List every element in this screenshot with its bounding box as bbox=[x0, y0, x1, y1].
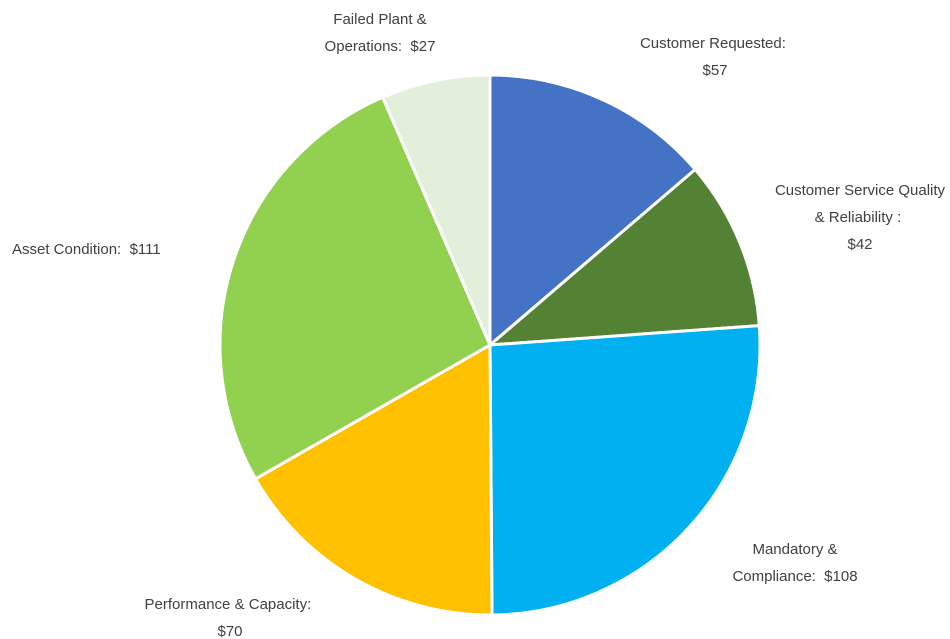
slice-label: Failed Plant & Operations: $27 bbox=[300, 6, 460, 60]
category-label: Performance & Capacity: bbox=[144, 596, 312, 613]
category-label: Customer Requested: bbox=[639, 35, 786, 52]
value-label: $27 bbox=[410, 38, 436, 55]
category-label: Customer Service Quality & Reliability : bbox=[774, 182, 946, 226]
value-label: $57 bbox=[702, 62, 728, 79]
slice-label: Asset Condition: $111 bbox=[12, 236, 232, 263]
slice-label: Performance & Capacity: $70 bbox=[110, 591, 350, 639]
value-label: $70 bbox=[217, 623, 243, 639]
value-label: $111 bbox=[129, 241, 161, 258]
slice-label: Customer Requested: $57 bbox=[610, 30, 820, 84]
category-label: Failed Plant & Operations: bbox=[324, 11, 427, 55]
slice-label: Mandatory & Compliance: $108 bbox=[715, 536, 875, 590]
pie-slice bbox=[380, 73, 492, 346]
value-label: $42 bbox=[847, 236, 873, 253]
category-label: Asset Condition: bbox=[12, 241, 122, 258]
value-label: $108 bbox=[824, 568, 858, 585]
pie-slice bbox=[485, 167, 761, 347]
pie-slice bbox=[488, 73, 698, 349]
category-label: Mandatory & Compliance: bbox=[732, 541, 838, 585]
slice-label: Customer Service Quality & Reliability :… bbox=[770, 177, 950, 258]
pie-slice bbox=[253, 342, 494, 617]
pie-slice bbox=[488, 323, 762, 617]
